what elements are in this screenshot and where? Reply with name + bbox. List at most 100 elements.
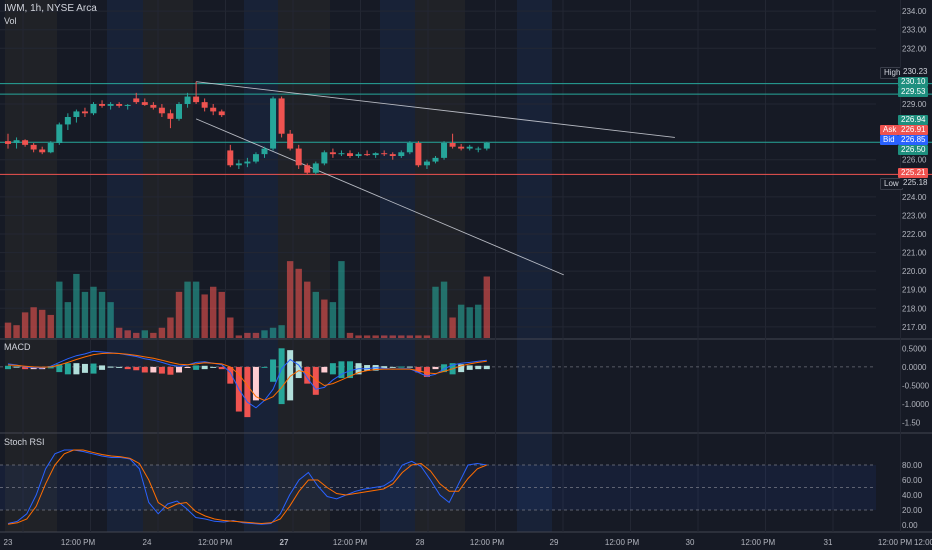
macd-histogram-bar: [338, 361, 345, 379]
macd-histogram-bar: [184, 366, 191, 369]
macd-histogram-bar: [406, 366, 413, 368]
volume-bar: [449, 317, 456, 338]
volume-bar: [346, 332, 354, 338]
candle-body: [287, 133, 294, 149]
price-tick-label: 232.00: [902, 44, 927, 53]
candle-body: [116, 104, 123, 106]
candle-body: [201, 102, 208, 108]
volume-bar: [389, 335, 396, 338]
stoch-k-line: [7, 449, 487, 525]
macd-histogram-bar: [252, 366, 259, 401]
volume-bar: [210, 286, 217, 338]
level-tag-5: 225.21: [898, 168, 929, 178]
session-band-4: [278, 0, 330, 532]
macd-histogram-bar: [304, 366, 311, 384]
macd-histogram-bar: [423, 366, 430, 377]
volume-bar: [432, 286, 439, 338]
candle-body: [270, 98, 277, 149]
candle-body: [47, 143, 54, 153]
volume-bar: [457, 304, 465, 338]
level-tag-2: 229.53: [898, 87, 929, 97]
volume-bar: [47, 314, 54, 338]
candle-body: [475, 148, 482, 150]
volume-bar: [406, 335, 414, 338]
macd-tick-label: 0.0000: [902, 363, 927, 372]
macd-histogram-bar: [415, 366, 422, 373]
candle-body: [22, 140, 29, 145]
macd-histogram-bar: [261, 366, 268, 368]
low-value: 225.18: [900, 178, 931, 188]
candle-body: [56, 124, 63, 143]
volume-bar: [227, 317, 234, 338]
session-band-3: [244, 0, 278, 532]
session-band-7: [517, 0, 552, 532]
time-tick-label: 12:00 PM: [333, 538, 368, 547]
macd-histogram-bar: [321, 366, 328, 373]
time-tick-label: 12:00 PM: [605, 538, 640, 547]
time-tick-label: 12:00: [914, 538, 932, 547]
candle-body: [158, 107, 165, 114]
macd-label: MACD: [4, 342, 31, 352]
candle-body: [278, 98, 285, 134]
macd-histogram-bar: [64, 363, 71, 375]
volume-bar: [235, 335, 243, 338]
time-tick-label: 29: [550, 538, 559, 547]
candle-body: [432, 157, 439, 162]
macd-histogram-bar: [329, 363, 336, 375]
volume-bar: [81, 291, 89, 338]
ask-value: 226.91: [898, 125, 929, 135]
macd-tick-label: -1.0000: [902, 400, 930, 409]
candle-body: [150, 104, 157, 108]
volume-bar: [107, 302, 114, 338]
macd-histogram-bar: [99, 365, 106, 370]
candle-body: [193, 96, 200, 103]
stoch-tick-label: 0.00: [902, 521, 918, 530]
candle-body: [30, 144, 37, 150]
candle-body: [167, 113, 174, 119]
macd-histogram-bar: [124, 366, 131, 370]
macd-tick-label: -0.5000: [902, 382, 930, 391]
candle-body: [5, 141, 11, 144]
candle-body: [90, 104, 97, 114]
time-tick-label: 12:00 PM: [198, 538, 233, 547]
high-value: 230.23: [900, 67, 931, 77]
volume-bar: [141, 330, 148, 338]
volume-bar: [90, 286, 97, 338]
volume-bar: [355, 335, 362, 338]
volume-bar: [372, 335, 379, 338]
volume-bar: [201, 294, 208, 338]
volume-bar: [175, 291, 183, 338]
volume-bar: [321, 299, 328, 338]
stoch-rsi-label: Stoch RSI: [4, 437, 45, 447]
price-tick-label: 219.00: [902, 286, 927, 295]
session-band-2: [143, 0, 193, 532]
trendline: [196, 81, 675, 138]
candle-body: [466, 146, 473, 149]
time-tick-label: 23: [4, 538, 13, 547]
macd-histogram-bar: [432, 366, 439, 370]
macd-histogram-bar: [13, 366, 20, 368]
candle-body: [176, 104, 182, 119]
time-tick-label: 30: [686, 538, 695, 547]
macd-histogram-bar: [364, 365, 371, 371]
price-tick-label: 217.00: [902, 323, 927, 332]
volume-bar: [381, 335, 388, 338]
volume-bar: [158, 327, 166, 338]
volume-bar: [278, 325, 285, 338]
macd-histogram-bar: [167, 366, 174, 375]
macd-histogram-bar: [398, 366, 405, 368]
macd-histogram-bar: [73, 363, 80, 375]
macd-histogram-bar: [201, 365, 208, 370]
volume-bar: [338, 261, 345, 338]
volume-bar: [133, 332, 140, 338]
time-tick-label: 27: [280, 538, 289, 547]
time-tick-label: 12:00 PM: [878, 538, 913, 547]
stoch-tick-label: 40.00: [902, 491, 923, 500]
candle-body: [39, 149, 46, 153]
candle-body: [389, 154, 396, 156]
candle-body: [99, 104, 106, 106]
level-tag-4: 226.50: [898, 145, 929, 155]
time-tick-label: 28: [416, 538, 425, 547]
volume-bar: [286, 261, 294, 338]
